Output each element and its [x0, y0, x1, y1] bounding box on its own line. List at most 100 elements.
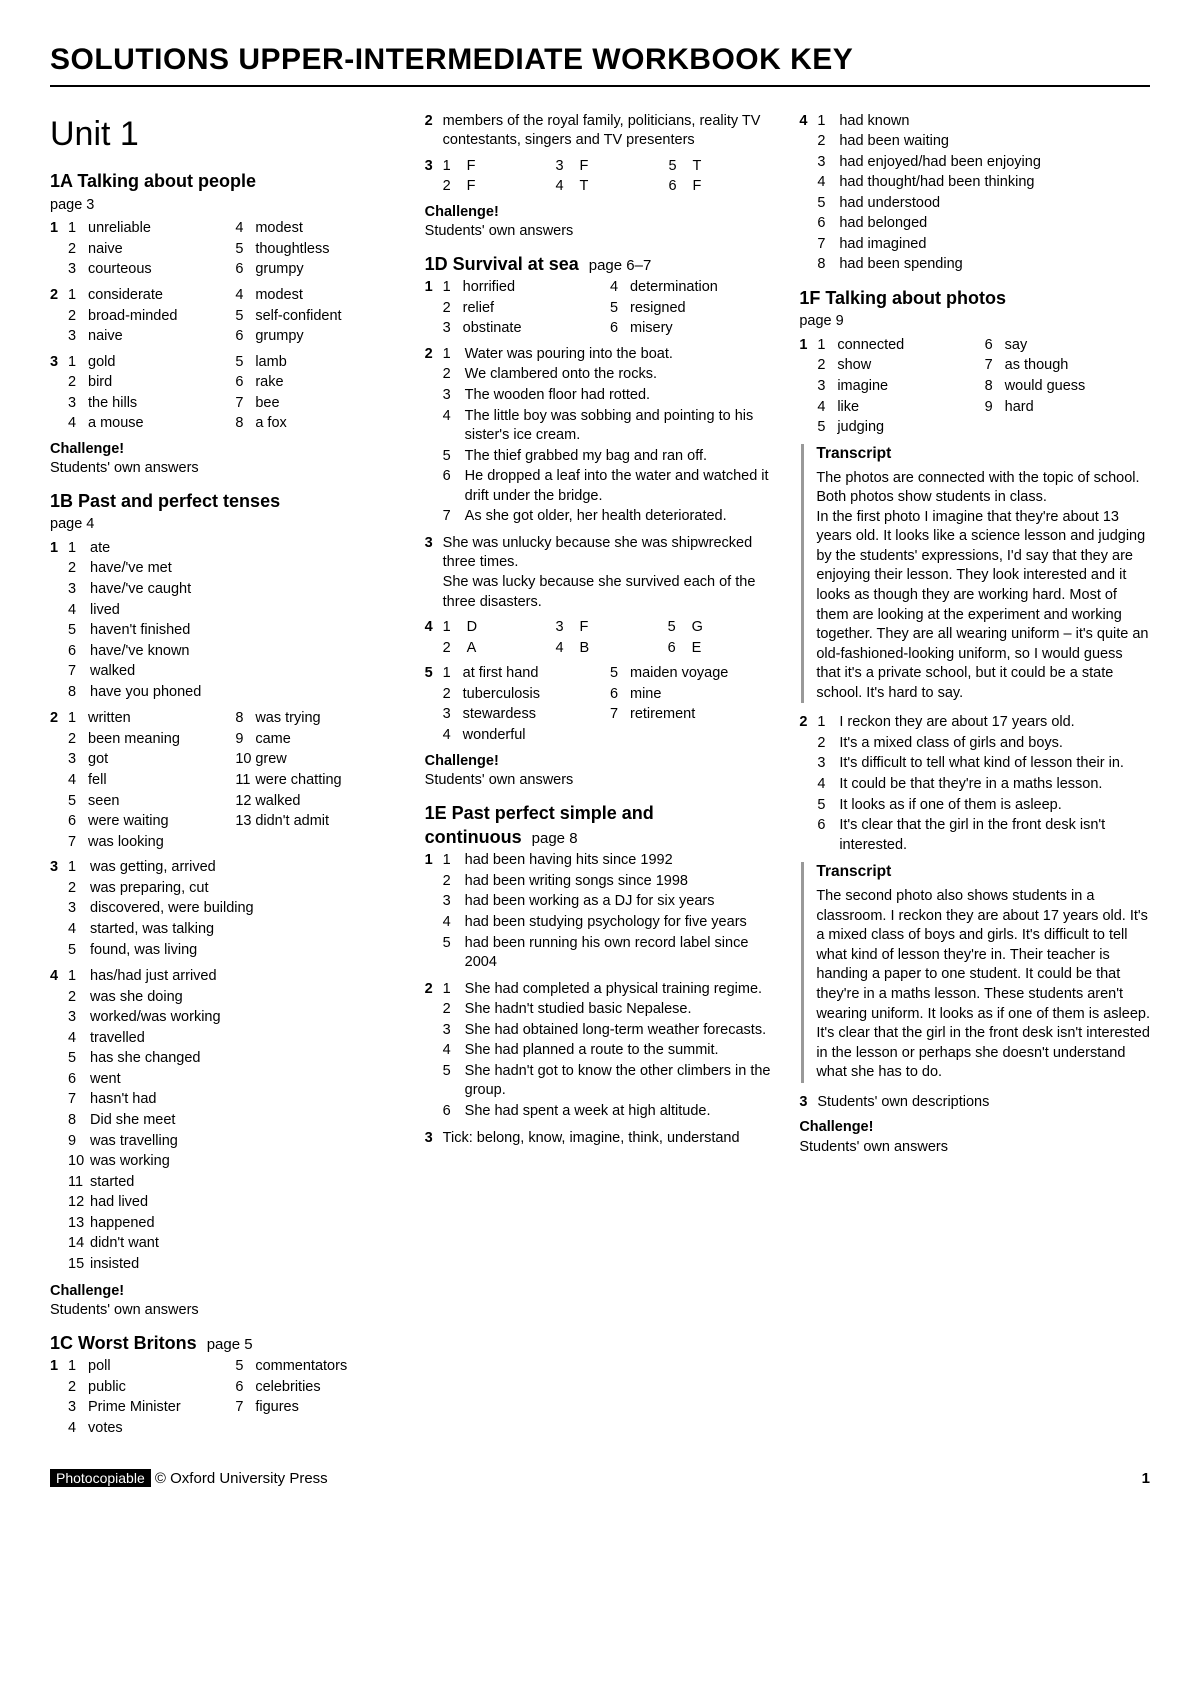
answer-text: tuberculosis	[463, 685, 608, 705]
answer-row: 3discovered, were building	[68, 899, 401, 919]
answer-text: F	[692, 177, 775, 197]
answer-text: at first hand	[463, 664, 608, 684]
answer-row: 3The wooden floor had rotted.	[443, 386, 776, 406]
answer-row: 2It's a mixed class of girls and boys.	[817, 734, 1150, 754]
answer-num: 7	[68, 833, 86, 853]
answer-num	[985, 418, 1003, 438]
answer-num: 1	[817, 713, 839, 733]
answer-text: poll	[88, 1357, 233, 1377]
answer-text: wonderful	[463, 726, 608, 746]
answer-text: happened	[90, 1214, 401, 1234]
answer-row: 6went	[68, 1070, 401, 1090]
transcript-label: Transcript	[816, 862, 1150, 883]
answer-num: 15	[68, 1255, 90, 1275]
answer-row: 6have/'ve known	[68, 642, 401, 662]
answer-text: broad-minded	[88, 307, 233, 327]
ex-1c-3: 31F3F5T2F4T6F	[425, 157, 776, 197]
ex-1a-1: 11unreliable4modest2naive5thoughtless3co…	[50, 219, 401, 280]
answer-text: G	[692, 618, 776, 638]
answer-row: 8have you phoned	[68, 683, 401, 703]
answer-row: 15insisted	[68, 1255, 401, 1275]
answer-num: 3	[68, 750, 86, 770]
answer-text: seen	[88, 792, 233, 812]
answer-num: 13	[68, 1214, 90, 1234]
answer-row: 6She had spent a week at high altitude.	[443, 1102, 776, 1122]
answer-text: has she changed	[90, 1049, 401, 1069]
answer-row: 2was preparing, cut	[68, 879, 401, 899]
answer-text: naive	[88, 327, 233, 347]
answer-num: 4	[68, 601, 90, 621]
answer-text: started	[90, 1173, 401, 1193]
answer-num: 7	[610, 705, 628, 725]
answer-text: unreliable	[88, 219, 233, 239]
column-1: Unit 1 1A Talking about people page 3 11…	[50, 112, 401, 1445]
answer-text: has/had just arrived	[90, 967, 401, 987]
answer-text: discovered, were building	[90, 899, 401, 919]
challenge-answer: Students' own answers	[425, 222, 776, 242]
photocopiable-badge: Photocopiable	[50, 1469, 151, 1487]
answer-text: had imagined	[839, 235, 1150, 255]
answer-num: 5	[235, 1357, 253, 1377]
answer-text: votes	[88, 1419, 233, 1439]
page-number: 1	[1142, 1469, 1150, 1489]
ex-1a-3: 31gold5lamb2bird6rake3the hills7bee4a mo…	[50, 353, 401, 434]
answer-num: 5	[235, 240, 253, 260]
answer-num: 1	[68, 1357, 86, 1377]
answer-num: 1	[68, 219, 86, 239]
answer-text: maiden voyage	[630, 664, 775, 684]
answer-row: 4It could be that they're in a maths les…	[817, 775, 1150, 795]
answer-text: bee	[255, 394, 400, 414]
answer-row: 3had enjoyed/had been enjoying	[817, 153, 1150, 173]
answer-text: insisted	[90, 1255, 401, 1275]
footer-left: Photocopiable © Oxford University Press	[50, 1469, 328, 1489]
answer-text: hasn't had	[90, 1090, 401, 1110]
answer-text: had lived	[90, 1193, 401, 1213]
answer-text: courteous	[88, 260, 233, 280]
answer-text: resigned	[630, 299, 775, 319]
challenge-label: Challenge!	[425, 203, 776, 223]
answer-text: judging	[837, 418, 982, 438]
answer-num: 6	[668, 177, 686, 197]
challenge-answer: Students' own answers	[425, 771, 776, 791]
answer-text: determination	[630, 278, 775, 298]
answer-text: Prime Minister	[88, 1398, 233, 1418]
answer-num: 5	[668, 618, 686, 638]
answer-num: 3	[443, 386, 465, 406]
answer-text: commentators	[255, 1357, 400, 1377]
answer-num: 1	[68, 539, 90, 559]
answer-text: T	[692, 157, 775, 177]
answer-row: 7walked	[68, 662, 401, 682]
answer-num: 7	[68, 1090, 90, 1110]
answer-text	[255, 1419, 400, 1439]
answer-row: 9was travelling	[68, 1132, 401, 1152]
answer-num: 5	[68, 621, 90, 641]
answer-text: F	[467, 157, 550, 177]
answer-text: started, was talking	[90, 920, 401, 940]
answer-num: 7	[985, 356, 1003, 376]
answer-num: 2	[817, 132, 839, 152]
answer-num: 8	[68, 683, 90, 703]
ex-1b-2: 21written8was trying2been meaning9came3g…	[50, 709, 401, 852]
section-1b-page: page 4	[50, 515, 401, 535]
answer-text: D	[467, 618, 550, 638]
answer-num: 8	[817, 255, 839, 275]
answer-text: grumpy	[255, 327, 400, 347]
answer-row: 2have/'ve met	[68, 559, 401, 579]
ex-1c-1: 11poll5commentators2public6celebrities3P…	[50, 1357, 401, 1438]
answer-text: like	[837, 398, 982, 418]
answer-text: F	[580, 157, 663, 177]
answer-row: 1ate	[68, 539, 401, 559]
answer-text: have/'ve known	[90, 642, 401, 662]
answer-num: 6	[668, 639, 686, 659]
answer-text: had been writing songs since 1998	[465, 872, 776, 892]
answer-text: horrified	[463, 278, 608, 298]
answer-text: have/'ve caught	[90, 580, 401, 600]
answer-num: 3	[556, 157, 574, 177]
ex-1e-4: 41had known2had been waiting3had enjoyed…	[799, 112, 1150, 277]
answer-num: 2	[68, 1378, 86, 1398]
answer-num: 7	[235, 1398, 253, 1418]
answer-num	[235, 833, 253, 853]
answer-row: 3It's difficult to tell what kind of les…	[817, 754, 1150, 774]
answer-row: 5has she changed	[68, 1049, 401, 1069]
answer-row: 5It looks as if one of them is asleep.	[817, 796, 1150, 816]
